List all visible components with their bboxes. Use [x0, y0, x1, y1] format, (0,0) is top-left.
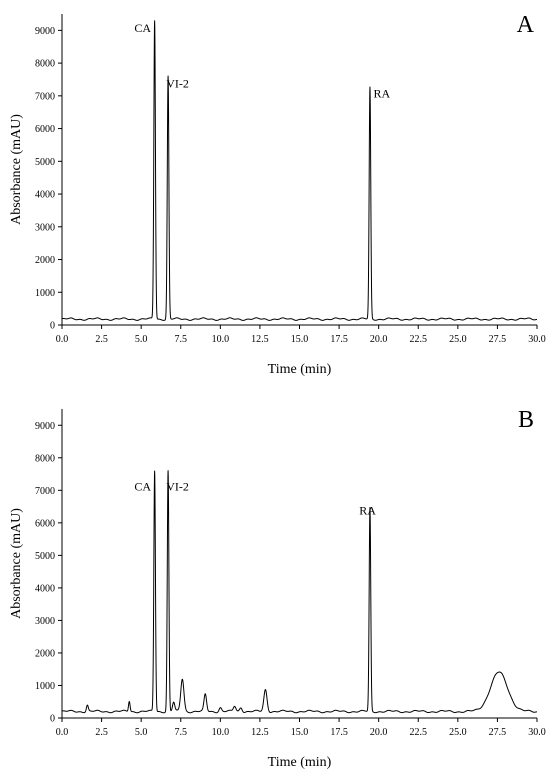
peak-label: RA	[373, 86, 390, 100]
x-tick-label: 15.0	[291, 334, 309, 345]
y-tick-label: 2000	[35, 648, 55, 659]
x-axis-title: Time (min)	[268, 755, 332, 770]
x-tick-label: 7.5	[175, 334, 188, 345]
x-tick-label: 2.5	[95, 334, 108, 345]
panel-letter: A	[517, 12, 535, 38]
y-tick-label: 1000	[35, 681, 55, 692]
x-tick-label: 12.5	[251, 727, 269, 738]
x-tick-label: 17.5	[330, 334, 348, 345]
y-tick-label: 3000	[35, 222, 55, 233]
x-tick-label: 2.5	[95, 727, 108, 738]
y-tick-label: 4000	[35, 190, 55, 201]
chromatogram-trace	[61, 470, 538, 714]
chromatogram-trace	[61, 20, 538, 321]
peak-label: CA	[134, 479, 151, 493]
x-tick-label: 20.0	[370, 727, 388, 738]
x-tick-label: 10.0	[212, 727, 230, 738]
y-tick-label: 1000	[35, 288, 55, 299]
x-tick-label: 20.0	[370, 334, 388, 345]
y-axis-title: Absorbance (mAU)	[9, 508, 24, 619]
x-tick-label: 22.5	[410, 334, 428, 345]
y-tick-label: 4000	[35, 583, 55, 594]
x-tick-label: 25.0	[449, 334, 467, 345]
y-tick-label: 7000	[35, 486, 55, 497]
y-tick-label: 5000	[35, 551, 55, 562]
x-tick-label: 5.0	[135, 727, 148, 738]
x-tick-label: 22.5	[410, 727, 428, 738]
peak-label: RA	[359, 504, 376, 518]
y-tick-label: 2000	[35, 255, 55, 266]
peak-label: VI-2	[166, 479, 189, 493]
x-tick-label: 17.5	[330, 727, 348, 738]
x-tick-label: 15.0	[291, 727, 309, 738]
x-tick-label: 25.0	[449, 727, 467, 738]
y-tick-label: 7000	[35, 91, 55, 102]
x-axis-title: Time (min)	[268, 362, 332, 377]
y-axis-title: Absorbance (mAU)	[9, 114, 24, 225]
y-tick-label: 5000	[35, 157, 55, 168]
x-tick-label: 0.0	[56, 727, 69, 738]
y-tick-label: 3000	[35, 616, 55, 627]
y-tick-label: 0	[50, 321, 55, 332]
y-tick-label: 6000	[35, 518, 55, 529]
peak-label: CA	[134, 21, 151, 35]
x-tick-label: 7.5	[175, 727, 188, 738]
x-tick-label: 27.5	[489, 334, 507, 345]
x-tick-label: 30.0	[528, 334, 546, 345]
x-tick-label: 30.0	[528, 727, 546, 738]
chromatogram-panel-b: 0 1000 2000 3000 4000 5000 6000 7000 8000 9000 0.0…	[9, 407, 546, 770]
y-tick-label: 8000	[35, 453, 55, 464]
chromatogram-panel-a: 0 1000 2000 3000 4000 5000 6000 7000 8000 9000 0.0…	[9, 12, 546, 377]
y-tick-label: 6000	[35, 124, 55, 135]
y-tick-label: 0	[50, 714, 55, 725]
y-tick-label: 8000	[35, 59, 55, 70]
x-tick-label: 12.5	[251, 334, 269, 345]
y-tick-label: 9000	[35, 421, 55, 432]
y-tick-label: 9000	[35, 26, 55, 37]
x-tick-label: 0.0	[56, 334, 69, 345]
x-tick-label: 27.5	[489, 727, 507, 738]
panel-letter: B	[518, 407, 534, 433]
x-tick-label: 5.0	[135, 334, 148, 345]
peak-label: VI-2	[166, 77, 189, 91]
x-tick-label: 10.0	[212, 334, 230, 345]
